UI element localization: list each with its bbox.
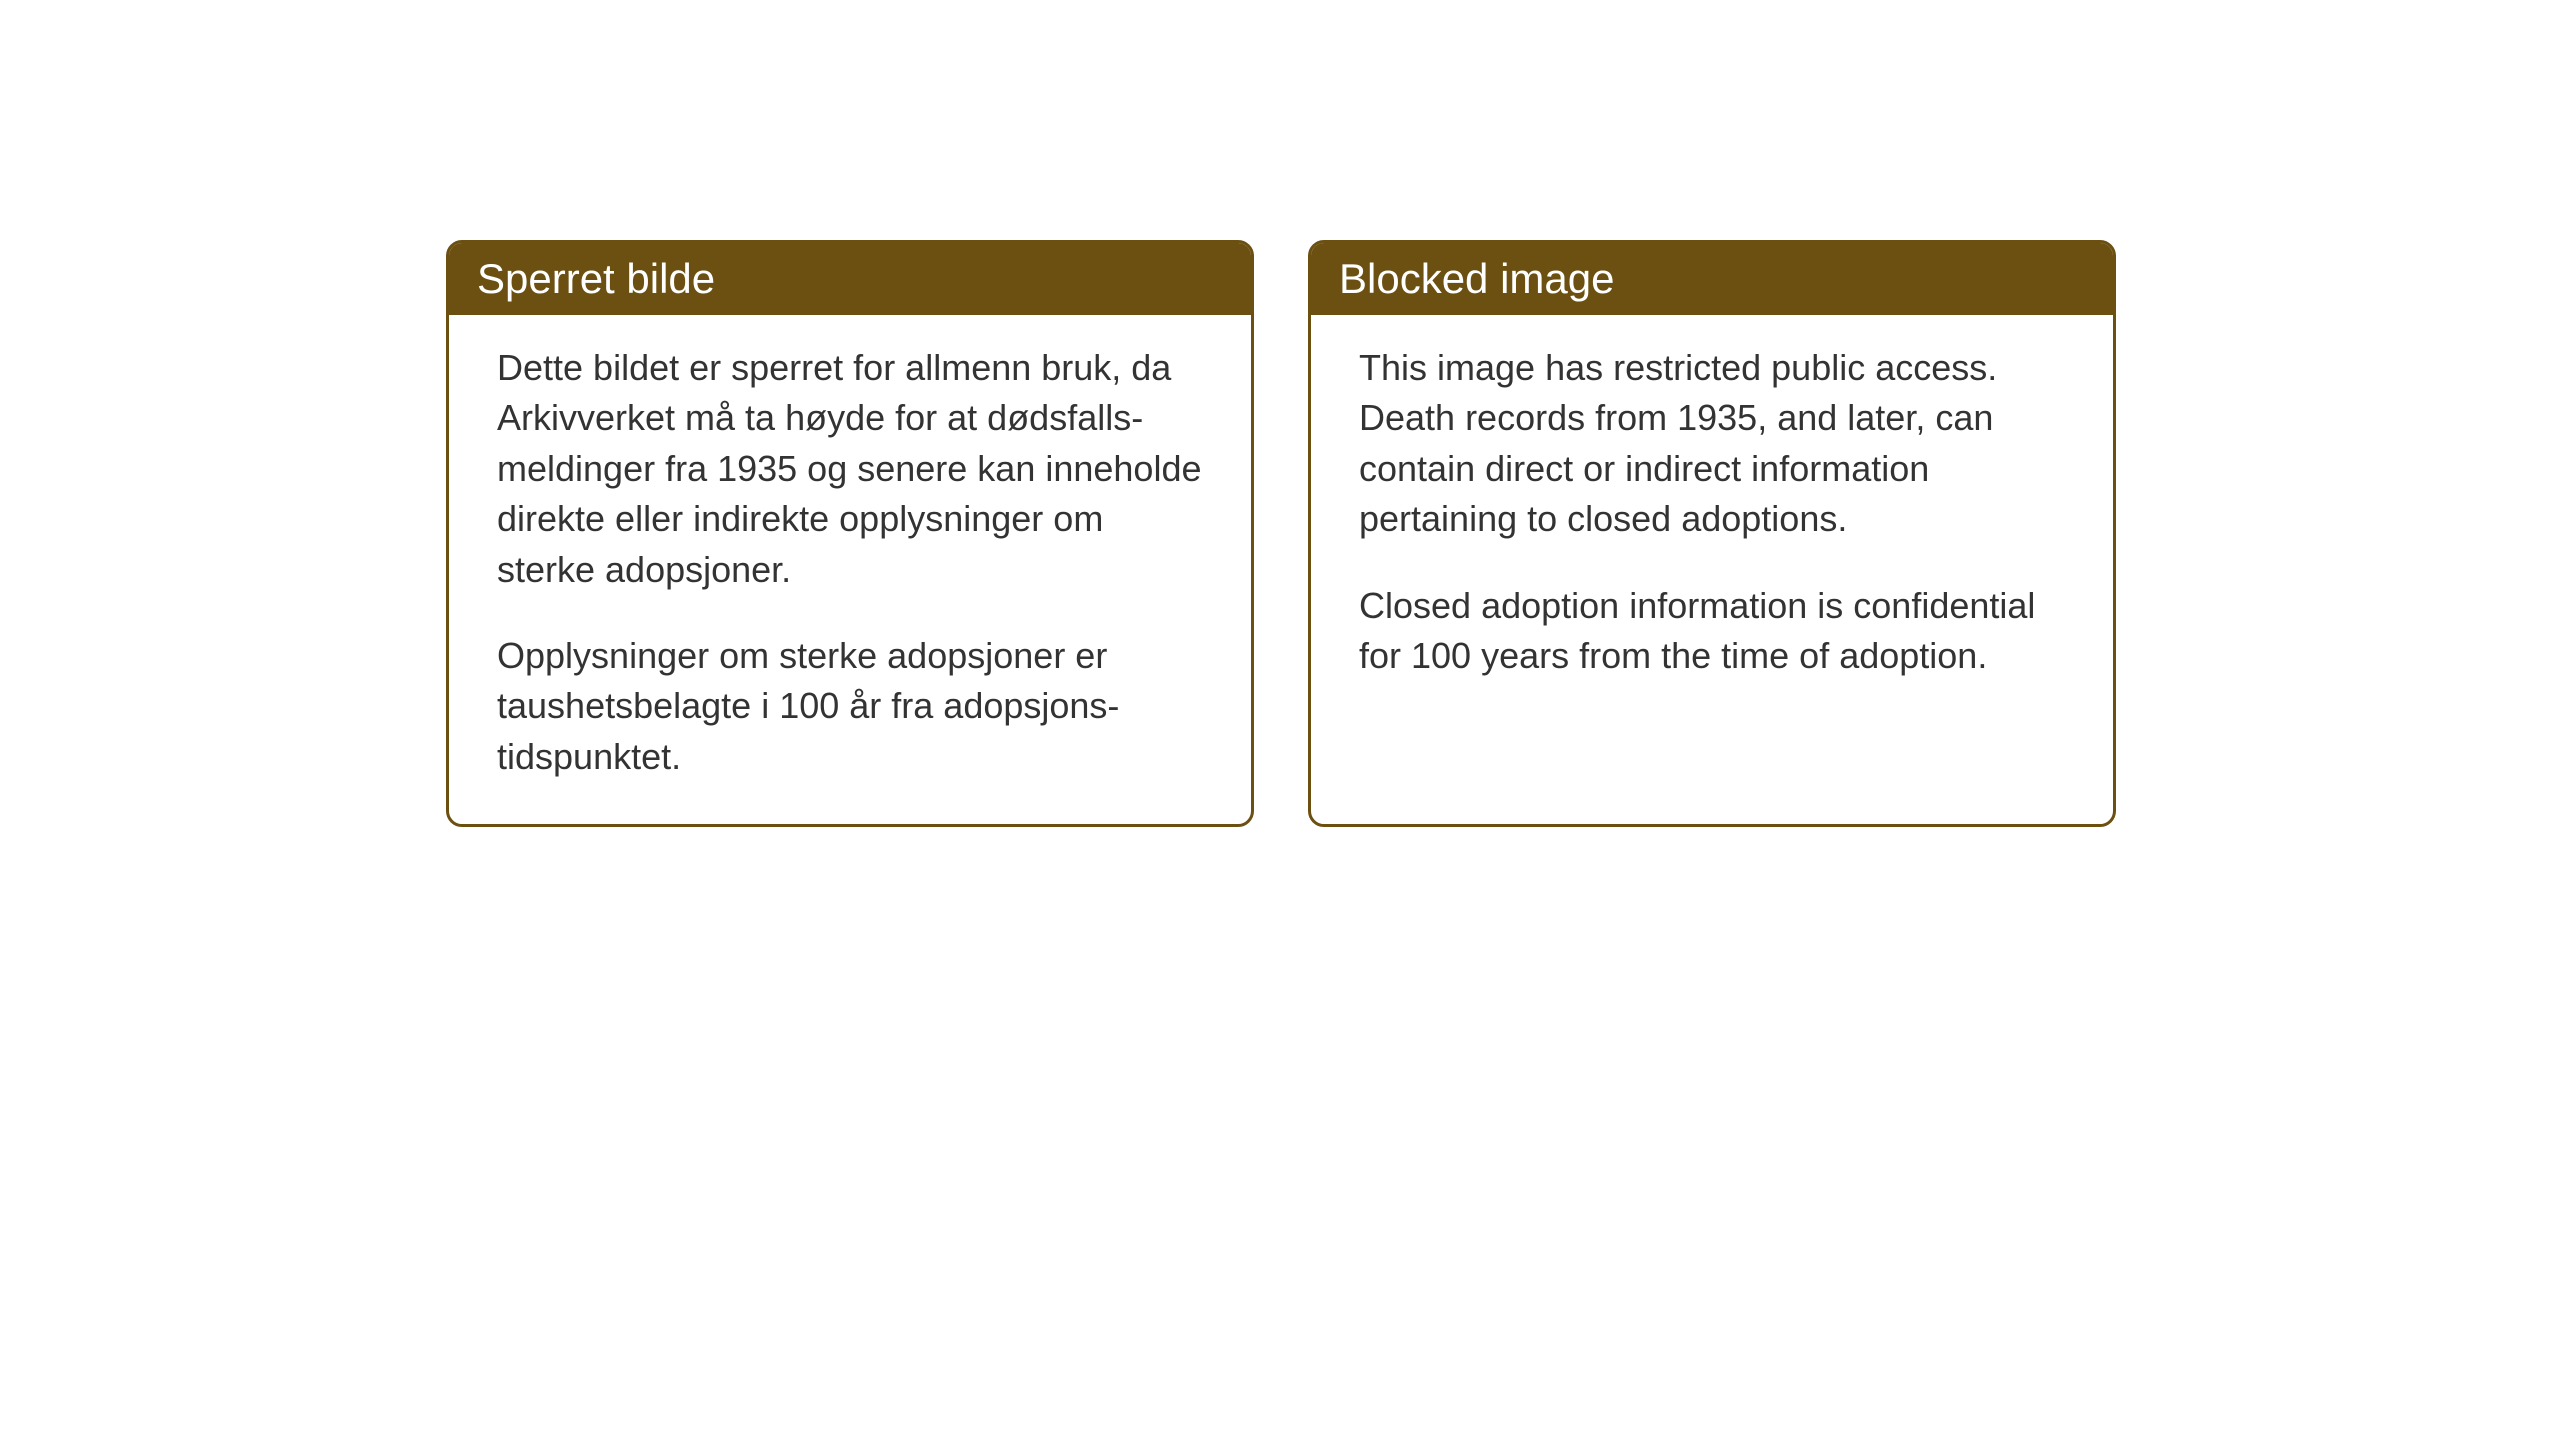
card-paragraph-2-english: Closed adoption information is confident… [1359, 581, 2065, 682]
card-title-english: Blocked image [1339, 255, 1614, 302]
notice-card-english: Blocked image This image has restricted … [1308, 240, 2116, 827]
card-title-norwegian: Sperret bilde [477, 255, 715, 302]
card-body-english: This image has restricted public access.… [1311, 315, 2113, 723]
card-header-norwegian: Sperret bilde [449, 243, 1251, 315]
notice-card-norwegian: Sperret bilde Dette bildet er sperret fo… [446, 240, 1254, 827]
card-paragraph-1-norwegian: Dette bildet er sperret for allmenn bruk… [497, 343, 1203, 595]
card-header-english: Blocked image [1311, 243, 2113, 315]
card-body-norwegian: Dette bildet er sperret for allmenn bruk… [449, 315, 1251, 824]
card-paragraph-1-english: This image has restricted public access.… [1359, 343, 2065, 545]
notice-container: Sperret bilde Dette bildet er sperret fo… [446, 240, 2116, 827]
card-paragraph-2-norwegian: Opplysninger om sterke adopsjoner er tau… [497, 631, 1203, 782]
